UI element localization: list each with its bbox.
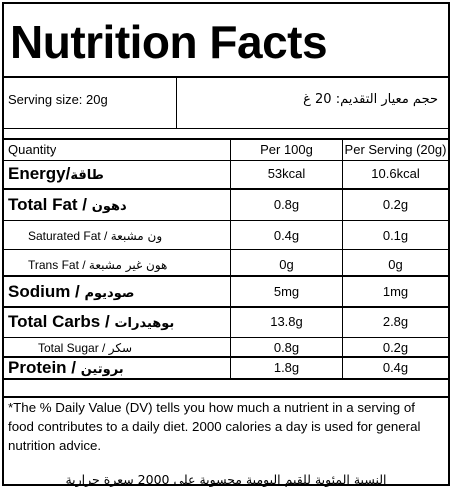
- row-saturated-fat-perserving: 0.1g: [382, 228, 409, 243]
- divider: [4, 128, 448, 129]
- divider: [4, 337, 448, 338]
- divider: [4, 160, 448, 161]
- divider: [4, 76, 448, 78]
- column-divider: [342, 140, 343, 378]
- footnote-en: *The % Daily Value (DV) tells you how mu…: [8, 400, 421, 453]
- header-per-serving: Per Serving (20g): [344, 142, 447, 157]
- divider: [4, 249, 448, 250]
- divider: [4, 396, 448, 398]
- row-sodium-perserving: 1mg: [382, 284, 409, 299]
- row-energy-label: Energy/طاقة: [8, 164, 104, 183]
- row-saturated-fat-label: Saturated Fat / ون مشبعة: [28, 229, 163, 243]
- row-total-fat-label: Total Fat / دهون: [8, 195, 127, 214]
- divider: [4, 378, 448, 380]
- divider: [4, 138, 448, 140]
- divider: [4, 188, 448, 190]
- row-total-carbs-label: Total Carbs / بوهيدرات: [8, 312, 175, 331]
- row-trans-fat-perserving: 0g: [388, 257, 403, 272]
- row-total-fat-per100: 0.8g: [273, 197, 300, 212]
- row-total-sugar-per100: 0.8g: [273, 340, 300, 355]
- column-divider: [230, 140, 231, 378]
- footnote-ar: النسبة المئوية للقيم اليومية محسوبة على …: [65, 472, 387, 487]
- row-sodium-per100: 5mg: [273, 284, 300, 299]
- serving-size-en: Serving size: 20g: [8, 92, 108, 107]
- nutrition-label: Nutrition Facts Serving size: 20g حجم مع…: [2, 2, 450, 487]
- row-total-carbs-perserving: 2.8g: [382, 314, 409, 329]
- divider: [4, 275, 448, 277]
- row-saturated-fat-per100: 0.4g: [273, 228, 300, 243]
- serving-size-ar: حجم معيار التقديم: 20 غ: [303, 92, 438, 107]
- row-trans-fat-per100: 0g: [279, 257, 294, 272]
- row-trans-fat-label: Trans Fat / هون غير مشبعة: [28, 258, 168, 272]
- row-total-sugar-label: Total Sugar / سكر: [38, 341, 133, 355]
- row-total-fat-perserving: 0.2g: [382, 197, 409, 212]
- header-per-100g: Per 100g: [260, 142, 313, 157]
- row-protein-label: Protein / بروتين: [8, 358, 124, 377]
- divider: [4, 356, 448, 358]
- divider: [4, 220, 448, 221]
- row-sodium-label: Sodium / صوديوم: [8, 282, 135, 301]
- row-protein-perserving: 0.4g: [382, 360, 409, 375]
- divider: [4, 306, 448, 308]
- row-total-carbs-per100: 13.8g: [270, 314, 303, 329]
- header-quantity: Quantity: [8, 142, 57, 157]
- row-energy-per100: 53kcal: [267, 166, 306, 181]
- label-title: Nutrition Facts: [10, 16, 328, 68]
- row-protein-per100: 1.8g: [273, 360, 300, 375]
- row-total-sugar-perserving: 0.2g: [382, 340, 409, 355]
- serving-divider: [176, 78, 177, 128]
- row-energy-perserving: 10.6kcal: [371, 166, 420, 181]
